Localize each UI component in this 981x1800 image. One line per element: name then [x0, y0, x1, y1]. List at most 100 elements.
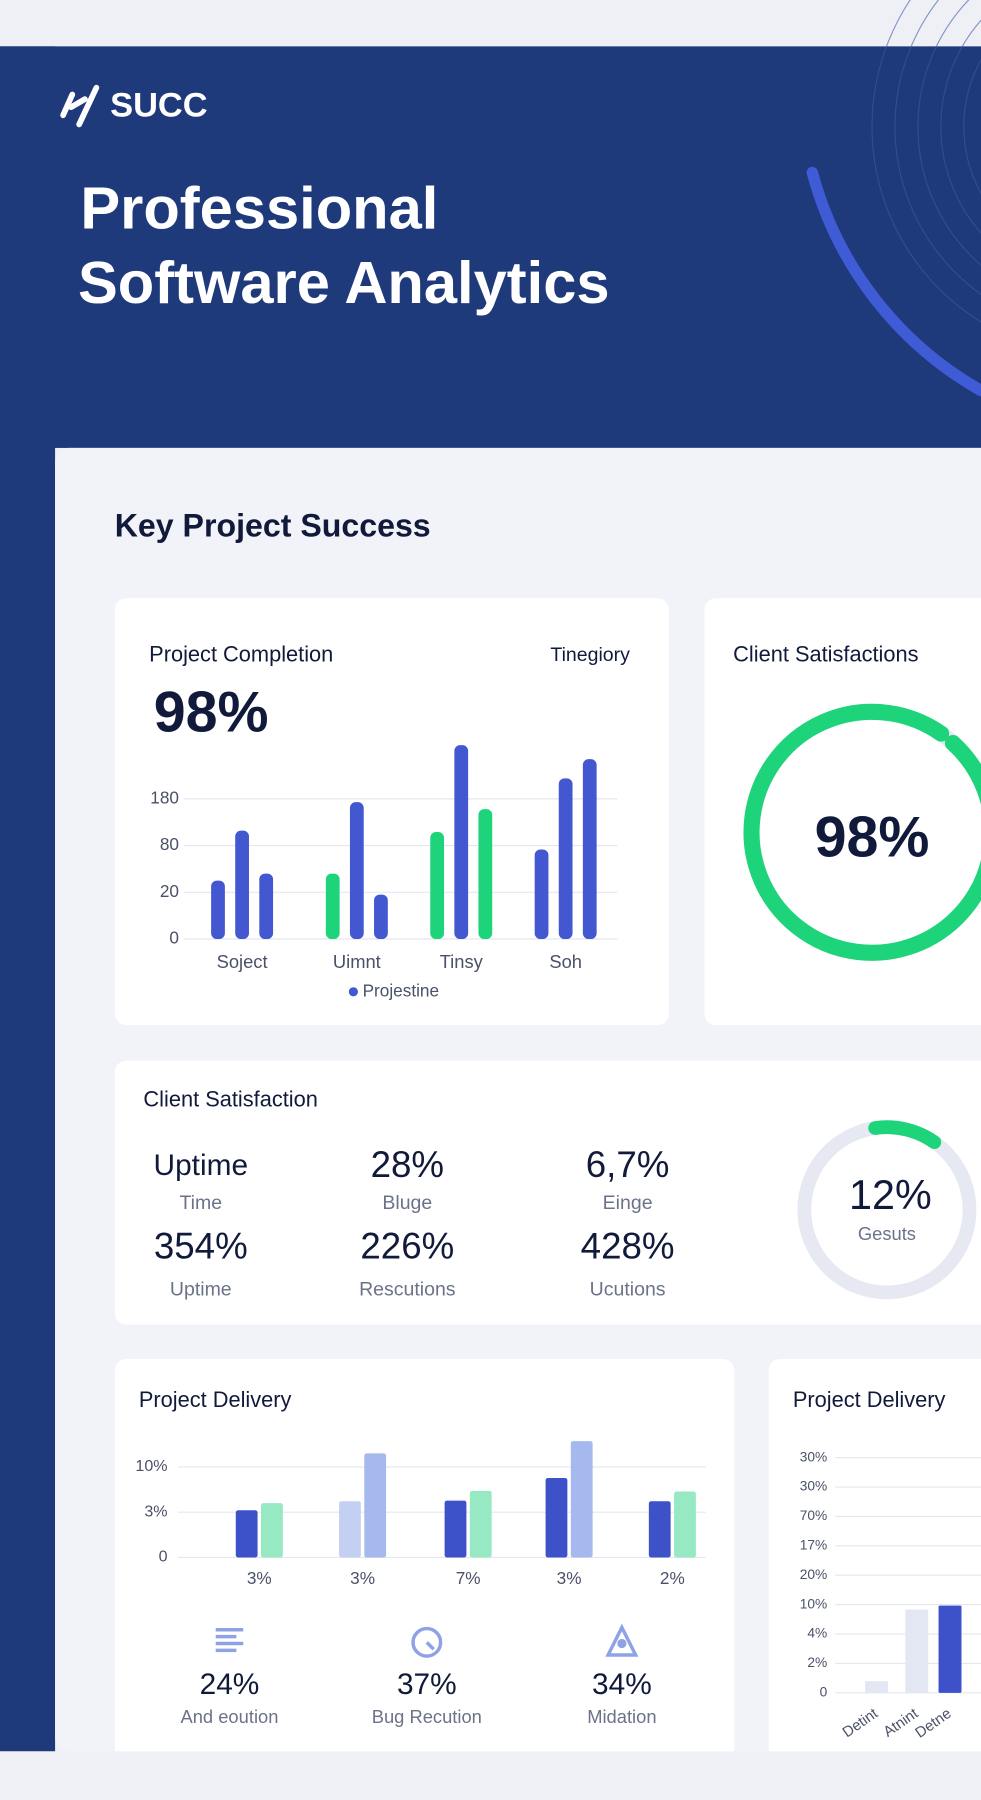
x-tick-label: Soh [549, 951, 582, 972]
bar [430, 832, 445, 940]
y-tick-label: 0 [159, 1548, 168, 1566]
decor-arc [806, 166, 981, 397]
bar [534, 849, 549, 940]
headline: 98% [154, 681, 269, 745]
bar [374, 894, 388, 940]
bar [454, 745, 469, 940]
y-tick-label: 2% [807, 1655, 827, 1670]
y-tick-label: 10% [800, 1596, 828, 1611]
gauge-arc [868, 1120, 942, 1150]
section-title: Key Project Success [115, 508, 431, 544]
y-tick-label: 30% [800, 1449, 828, 1464]
bar [938, 1605, 962, 1693]
card-title: Client Satisfactions [733, 641, 918, 666]
x-tick-label: 3% [247, 1568, 272, 1588]
x-tick-label: 3% [557, 1568, 582, 1588]
bar [444, 1500, 467, 1558]
y-tick-label: 180 [150, 787, 179, 807]
card-title: Project Completion [149, 641, 333, 666]
bar [674, 1491, 696, 1558]
card-title: Client Satisfaction [143, 1087, 317, 1112]
y-tick-label: 0 [820, 1684, 828, 1699]
card-title: Project Delivery [793, 1387, 946, 1412]
y-tick-label: 80 [160, 834, 179, 854]
x-tick-label: Soject [217, 951, 268, 972]
stat-value: Uptime [154, 1149, 248, 1182]
stat-label: Ucutions [590, 1278, 666, 1300]
x-tick-label: 3% [350, 1568, 375, 1588]
stat-value: 37% [397, 1668, 457, 1701]
bar [558, 778, 573, 940]
stat-value: 24% [200, 1668, 260, 1701]
card [114, 1060, 981, 1325]
bar [905, 1609, 929, 1693]
bar [235, 830, 249, 940]
stat-value: 34% [592, 1668, 652, 1701]
x-tick-label: 2% [660, 1568, 685, 1588]
decor-rings [871, 0, 981, 323]
stat-icon [605, 1623, 639, 1657]
stat-label: Einge [603, 1192, 653, 1214]
stat-label: And eoution [181, 1706, 279, 1727]
gauge-label: Gesuts [858, 1223, 916, 1244]
bar [349, 802, 364, 940]
bar [339, 1501, 361, 1558]
bar [261, 1503, 283, 1558]
bar [325, 873, 340, 940]
bar [648, 1501, 671, 1558]
stat-value: 28% [371, 1144, 444, 1185]
x-tick-label: 7% [456, 1568, 481, 1588]
card [114, 598, 669, 1026]
logo-icon [60, 84, 100, 128]
card-tag: Tinegiory [550, 644, 630, 666]
y-tick-label: 10% [135, 1457, 167, 1475]
bar [865, 1681, 889, 1693]
y-tick-label: 30% [800, 1479, 828, 1494]
hero [0, 46, 981, 448]
bar [478, 809, 493, 940]
footer-band [0, 1751, 981, 1800]
y-tick-label: 20 [160, 881, 179, 901]
bar [545, 1477, 568, 1558]
y-tick-label: 17% [800, 1537, 828, 1552]
bar [570, 1441, 593, 1558]
x-tick-label: Tinsy [440, 951, 484, 972]
card [704, 598, 981, 1026]
hero-title: Software Analytics [78, 249, 610, 316]
stat-label: Rescutions [359, 1278, 456, 1300]
hero-title: Professional [80, 174, 438, 241]
stat-icon [425, 1641, 435, 1651]
bar [469, 1490, 492, 1558]
y-tick-label: 0 [169, 928, 179, 948]
bar [364, 1453, 387, 1558]
bar [582, 759, 597, 940]
gauge-arc [743, 703, 981, 961]
stat-value: 354% [154, 1226, 248, 1267]
stat-label: Bug Recution [372, 1706, 482, 1727]
y-tick-label: 4% [807, 1626, 827, 1641]
legend-label: Projestine [363, 980, 440, 1000]
stat-value: 226% [360, 1226, 454, 1267]
side-strip [0, 46, 56, 1752]
y-tick-label: 20% [800, 1567, 828, 1582]
y-tick-label: 70% [800, 1508, 828, 1523]
bar [235, 1510, 258, 1558]
gauge-value: 12% [849, 1172, 932, 1218]
stat-value: 428% [581, 1226, 675, 1267]
y-tick-label: 3% [144, 1502, 167, 1520]
bar [259, 873, 274, 940]
stat-label: Midation [587, 1706, 656, 1727]
stat-label: Uptime [170, 1278, 232, 1300]
logo-text: SUCC [110, 86, 208, 124]
gauge-value: 98% [815, 806, 930, 870]
stat-label: Time [179, 1192, 222, 1214]
bar [211, 880, 225, 940]
stat-icon [411, 1626, 443, 1658]
x-tick-label: Uimnt [333, 951, 381, 972]
legend-swatch [348, 987, 358, 997]
stat-icon [617, 1638, 627, 1649]
card-title: Project Delivery [139, 1387, 292, 1412]
stat-label: Bluge [382, 1192, 432, 1214]
